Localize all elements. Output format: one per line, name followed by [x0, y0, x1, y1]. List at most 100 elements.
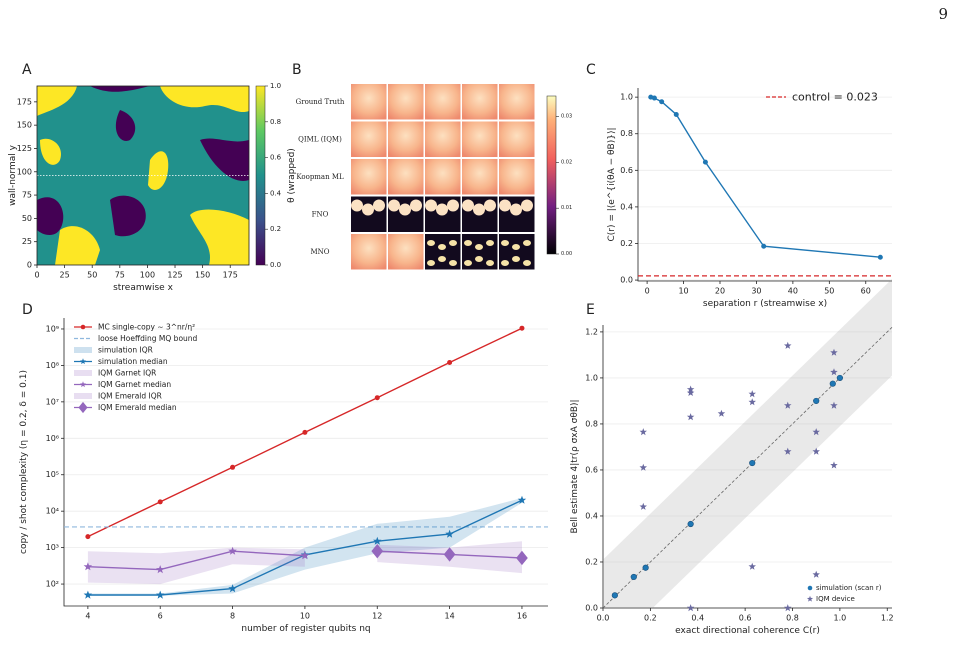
image-blob: [410, 199, 422, 212]
y-axis-label: C(r) = |⟨e^{i(θA − θB)}⟩|: [607, 127, 617, 241]
circle-marker: [749, 459, 756, 467]
star-marker: [830, 461, 838, 469]
x-tick-label: 125: [167, 271, 182, 280]
y-tick-label: 125: [17, 144, 32, 153]
image-blob: [362, 203, 374, 216]
x-tick-label: 1.2: [881, 614, 894, 623]
y-tick-label: 0.4: [620, 202, 633, 211]
panel-label: B: [292, 62, 302, 78]
colorbar-tick-label: 0.4: [270, 189, 282, 197]
x-tick-label: 0.0: [597, 614, 610, 623]
legend-marker: [78, 401, 88, 414]
y-tick-label: 0.6: [585, 465, 598, 474]
image-cell: [351, 234, 387, 270]
y-axis-label: wall-normal y: [8, 144, 18, 206]
star-marker: [686, 604, 695, 612]
y-tick-label: 25: [22, 237, 32, 246]
legend-swatch: [74, 347, 92, 353]
y-tick-label: 10⁹: [46, 324, 59, 333]
circle-marker: [630, 573, 637, 581]
image-cell: [388, 121, 424, 157]
legend-label: MC single-copy ∼ 3^nr/η²: [98, 323, 195, 332]
image-blob: [447, 199, 459, 212]
star-marker: [83, 590, 93, 599]
star-marker: [686, 389, 695, 396]
y-tick-label: 0.0: [585, 604, 598, 613]
row-label: Ground Truth: [296, 98, 345, 106]
panel-label: A: [22, 62, 32, 78]
image-cell: [499, 121, 535, 157]
y-tick-label: 150: [17, 121, 32, 130]
x-tick-label: 6: [158, 612, 163, 621]
y-tick-label: 10⁶: [46, 434, 59, 443]
colorbar-tick-label: 0.01: [561, 205, 572, 211]
x-tick-label: 1.0: [834, 614, 847, 623]
circle-marker: [230, 464, 236, 470]
image-cell: [462, 84, 498, 120]
star-marker: [830, 348, 838, 356]
agreement-band: [603, 278, 892, 608]
x-tick-label: 25: [60, 271, 70, 280]
image-cell: [351, 121, 387, 157]
image-blob: [521, 199, 533, 212]
circle-marker: [659, 99, 665, 105]
image-cell: [462, 121, 498, 157]
x-tick-label: 50: [87, 271, 97, 280]
image-blob: [484, 199, 496, 212]
star-marker: [517, 495, 527, 504]
y-tick-label: 10⁵: [46, 470, 59, 479]
y-tick-label: 0.8: [585, 419, 598, 428]
x-tick-label: 8: [230, 612, 235, 621]
image-blob: [486, 260, 494, 266]
legend-label: simulation (scan r): [816, 584, 882, 592]
x-axis-label: streamwise x: [113, 283, 173, 293]
x-axis-label: separation r (streamwise x): [703, 299, 827, 309]
x-tick-label: 0: [34, 271, 39, 280]
colorbar-tick-label: 0.02: [561, 159, 572, 165]
image-blob: [523, 240, 531, 246]
series-line: [87, 550, 305, 571]
y-tick-label: 175: [17, 97, 32, 106]
panel-label: D: [22, 302, 33, 318]
x-tick-label: 0.4: [691, 614, 704, 623]
image-blob: [523, 260, 531, 266]
image-blob: [512, 256, 520, 262]
y-tick-label: 10²: [46, 580, 59, 589]
star-marker: [717, 409, 726, 417]
y-tick-label: 1.0: [620, 93, 633, 102]
circle-marker: [157, 499, 163, 505]
legend-marker: [807, 585, 813, 591]
panel-label: C: [586, 62, 596, 78]
y-tick-label: 10⁸: [46, 361, 59, 370]
axes-spines: [637, 88, 892, 282]
star-marker: [812, 447, 820, 455]
y-tick-label: 50: [22, 214, 32, 223]
x-tick-label: 40: [788, 287, 798, 296]
image-cell: [425, 159, 461, 195]
y-tick-label: 0.2: [585, 557, 598, 566]
x-axis-label: number of register qubits nq: [241, 624, 370, 634]
star-marker: [784, 604, 792, 612]
legend-marker: [80, 324, 86, 330]
image-blob: [464, 260, 472, 266]
legend-marker: [806, 595, 814, 602]
star-marker: [784, 401, 792, 409]
legend-label: simulation IQR: [98, 346, 153, 355]
x-tick-label: 100: [140, 271, 155, 280]
star-marker: [639, 463, 647, 471]
star-marker: [812, 570, 820, 578]
image-blob: [436, 203, 448, 216]
circle-marker: [673, 112, 679, 118]
star-marker: [830, 368, 838, 376]
image-blob: [510, 203, 522, 216]
circle-marker: [651, 95, 657, 101]
image-cell: [499, 84, 535, 120]
colorbar: [255, 85, 266, 266]
y-tick-label: 75: [22, 191, 32, 200]
y-tick-label: 0.8: [620, 129, 633, 138]
star-marker: [812, 428, 820, 436]
diamond-marker: [371, 543, 384, 559]
star-marker: [156, 565, 165, 574]
image-blob: [399, 203, 411, 216]
y-tick-label: 0: [27, 261, 32, 270]
